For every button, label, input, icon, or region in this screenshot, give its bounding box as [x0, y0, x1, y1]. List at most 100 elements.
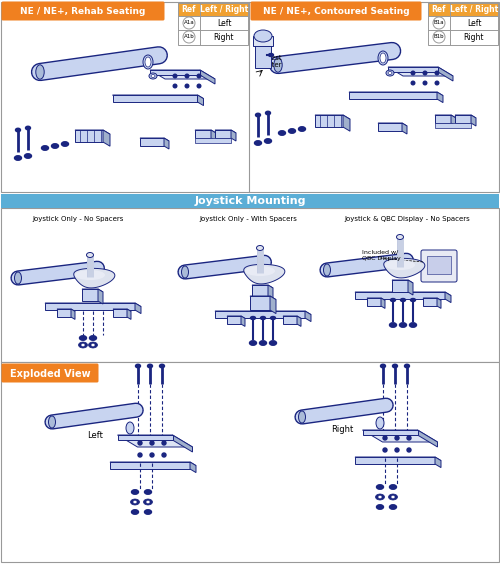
Text: B1a: B1a — [434, 20, 444, 25]
Polygon shape — [45, 303, 135, 310]
Polygon shape — [437, 92, 443, 103]
Polygon shape — [445, 292, 451, 303]
Ellipse shape — [380, 364, 386, 368]
Polygon shape — [190, 462, 196, 473]
Polygon shape — [195, 130, 216, 133]
Polygon shape — [378, 123, 407, 126]
Ellipse shape — [126, 422, 134, 434]
Ellipse shape — [256, 113, 260, 117]
Ellipse shape — [149, 73, 157, 79]
Circle shape — [185, 84, 189, 88]
Bar — [178, 3, 248, 45]
Ellipse shape — [270, 316, 276, 319]
Polygon shape — [437, 298, 441, 309]
Polygon shape — [211, 130, 216, 141]
Ellipse shape — [410, 298, 416, 302]
Circle shape — [185, 74, 189, 78]
Polygon shape — [82, 289, 98, 301]
Polygon shape — [215, 130, 231, 138]
Ellipse shape — [388, 494, 398, 500]
Polygon shape — [455, 115, 471, 123]
Polygon shape — [74, 268, 115, 288]
Ellipse shape — [132, 490, 138, 494]
Polygon shape — [435, 115, 451, 123]
Ellipse shape — [266, 111, 270, 114]
Polygon shape — [82, 289, 103, 292]
Ellipse shape — [278, 131, 285, 135]
Polygon shape — [75, 130, 103, 142]
Polygon shape — [113, 309, 131, 311]
Ellipse shape — [298, 127, 306, 131]
Text: Left / Right: Left / Right — [450, 6, 498, 15]
Polygon shape — [451, 115, 456, 126]
Polygon shape — [231, 130, 236, 141]
Ellipse shape — [400, 323, 406, 327]
Circle shape — [173, 84, 177, 88]
Polygon shape — [198, 95, 203, 105]
Polygon shape — [227, 316, 241, 324]
Ellipse shape — [390, 323, 396, 327]
Polygon shape — [423, 298, 437, 306]
Circle shape — [138, 441, 142, 445]
Circle shape — [411, 81, 415, 85]
Polygon shape — [355, 292, 451, 296]
Polygon shape — [402, 123, 407, 134]
Ellipse shape — [130, 499, 140, 505]
Circle shape — [162, 453, 166, 457]
Ellipse shape — [298, 411, 306, 423]
Polygon shape — [283, 316, 297, 324]
Text: Right: Right — [331, 425, 353, 434]
Circle shape — [162, 441, 166, 445]
Polygon shape — [270, 296, 276, 314]
Ellipse shape — [378, 51, 388, 65]
Polygon shape — [215, 130, 236, 133]
Circle shape — [395, 448, 399, 452]
Bar — [428, 3, 498, 45]
Circle shape — [423, 71, 427, 75]
Text: Left / Right: Left / Right — [200, 6, 248, 15]
Circle shape — [411, 71, 415, 75]
Polygon shape — [244, 265, 285, 284]
Polygon shape — [362, 430, 418, 435]
Ellipse shape — [16, 128, 20, 132]
Polygon shape — [423, 298, 441, 301]
Bar — [1, 362, 499, 562]
Ellipse shape — [376, 505, 384, 509]
Polygon shape — [392, 280, 408, 292]
Bar — [428, 3, 498, 16]
Polygon shape — [367, 298, 385, 301]
Polygon shape — [71, 309, 75, 319]
Ellipse shape — [392, 364, 398, 368]
Ellipse shape — [376, 494, 384, 500]
Text: A1a: A1a — [184, 20, 194, 25]
Polygon shape — [75, 130, 110, 134]
Polygon shape — [45, 303, 141, 307]
Bar — [435, 123, 471, 128]
Ellipse shape — [62, 142, 68, 146]
Circle shape — [150, 441, 154, 445]
Text: Right: Right — [214, 33, 234, 42]
Circle shape — [383, 448, 387, 452]
Polygon shape — [315, 115, 343, 127]
Polygon shape — [250, 296, 270, 310]
Ellipse shape — [380, 53, 386, 63]
Ellipse shape — [260, 341, 266, 345]
Polygon shape — [57, 309, 75, 311]
Polygon shape — [112, 95, 198, 102]
Ellipse shape — [256, 245, 264, 250]
Polygon shape — [98, 289, 103, 304]
FancyBboxPatch shape — [2, 2, 164, 20]
Circle shape — [197, 84, 201, 88]
Ellipse shape — [136, 364, 140, 368]
Polygon shape — [118, 435, 192, 447]
Text: Left: Left — [467, 19, 481, 28]
Ellipse shape — [80, 336, 86, 340]
Ellipse shape — [250, 316, 256, 319]
Polygon shape — [381, 298, 385, 309]
Text: Right: Right — [464, 33, 484, 42]
Ellipse shape — [160, 364, 164, 368]
Text: Armrest
Adapter: Armrest Adapter — [255, 55, 282, 68]
Ellipse shape — [410, 323, 416, 327]
Ellipse shape — [144, 510, 152, 514]
Circle shape — [138, 453, 142, 457]
